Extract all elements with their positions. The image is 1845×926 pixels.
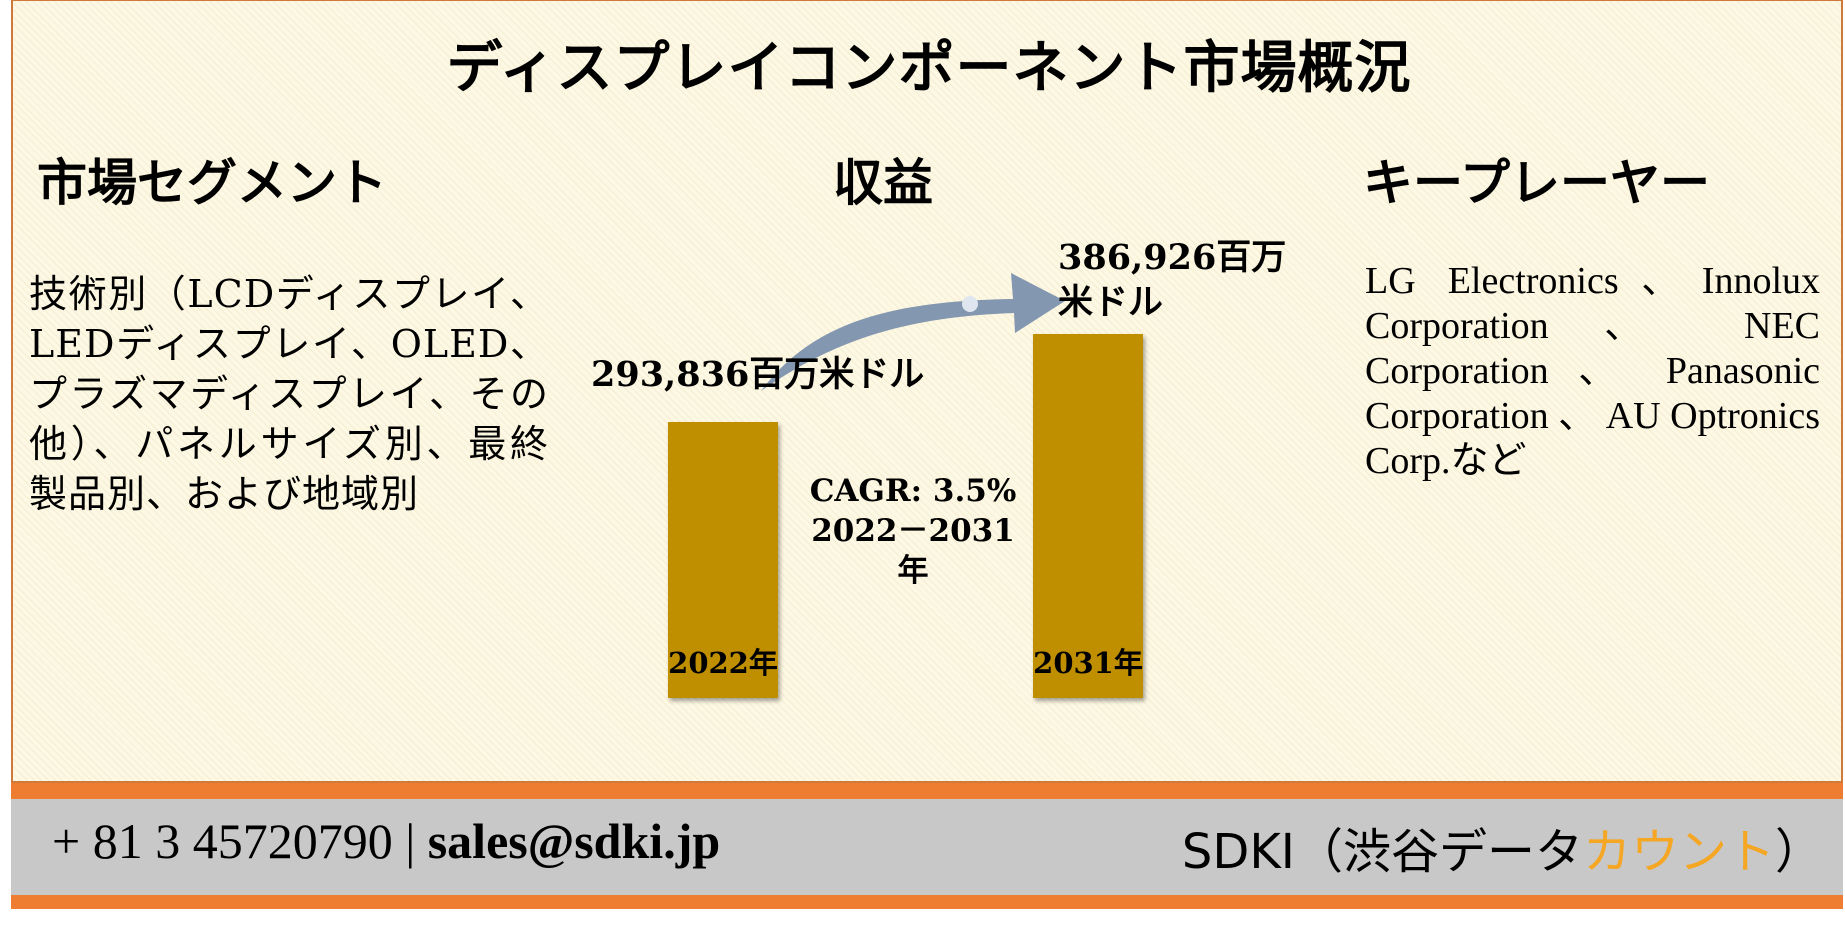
brand-prefix: SDKI（渋谷データ (1181, 824, 1583, 880)
footer-bar (11, 799, 1843, 895)
cagr-period: 2022－2031年 (811, 513, 1015, 589)
value-label-2031: 386,926百万 米ドル (1058, 237, 1287, 323)
brand-name: SDKI（渋谷データカウント） (1182, 812, 1823, 882)
footer-stripe-bottom (11, 895, 1843, 909)
page-title: ディスプレイコンポーネント市場概況 (446, 35, 1412, 101)
bar-label-2031: 2031年 (1033, 646, 1143, 680)
infographic-panel: ディスプレイコンポーネント市場概況 市場セグメント 収益 キープレーヤー 技術別… (11, 0, 1843, 783)
bar-label-2022: 2022年 (668, 646, 778, 680)
contact-separator: | (405, 813, 416, 869)
bar-2031 (1033, 334, 1143, 698)
growth-arrow-icon (761, 273, 1065, 391)
contact-info: + 81 3 45720790 | sales@sdki.jp (52, 812, 720, 870)
brand-accent: カウント (1582, 824, 1775, 880)
cagr-text: CAGR: 3.5% 2022－2031年 (803, 471, 1023, 591)
bar-2022 (668, 421, 778, 698)
brand-suffix: ） (1774, 824, 1823, 880)
phone-number: + 81 3 45720790 (52, 813, 393, 869)
segments-heading: 市場セグメント (37, 153, 387, 212)
value-label-2022: 293,836百万米ドル (591, 353, 925, 395)
revenue-heading: 収益 (833, 153, 933, 212)
players-heading: キープレーヤー (1363, 153, 1710, 212)
footer-stripe-top (11, 783, 1843, 799)
email-address: sales@sdki.jp (427, 813, 721, 869)
players-text: LG Electronics、Innolux Corporation 、 NEC… (1365, 260, 1820, 482)
cagr-rate: CAGR: 3.5% (809, 473, 1017, 509)
segments-text: 技術別（LCDディスプレイ、LEDディスプレイ、OLED、プラズマディスプレイ、… (29, 272, 549, 516)
